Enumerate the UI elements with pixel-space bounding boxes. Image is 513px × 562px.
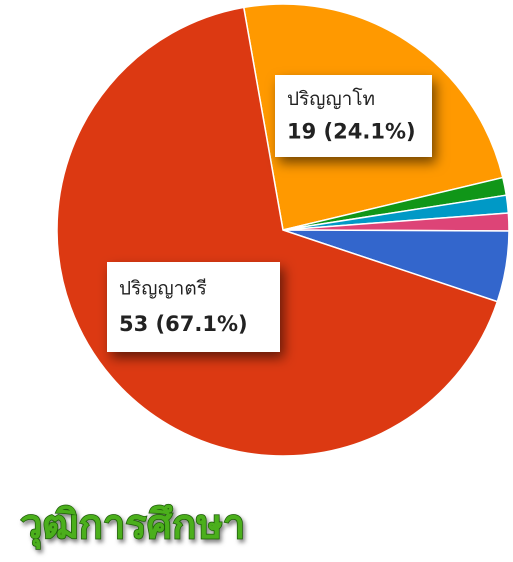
- label-box: [275, 75, 432, 157]
- label-box: [107, 262, 280, 352]
- value-label: 19 (24.1%): [287, 119, 416, 143]
- labels: ปริญญาโท 19 (24.1%) ปริญญาตรี 53 (67.1%): [107, 75, 432, 352]
- chart-title: วุฒิการศึกษา: [20, 502, 245, 550]
- slice-label: ปริญญาโท: [287, 87, 375, 110]
- pie: [56, 3, 510, 457]
- slice-label: ปริญญาตรี: [119, 278, 207, 300]
- value-label: 53 (67.1%): [119, 312, 248, 336]
